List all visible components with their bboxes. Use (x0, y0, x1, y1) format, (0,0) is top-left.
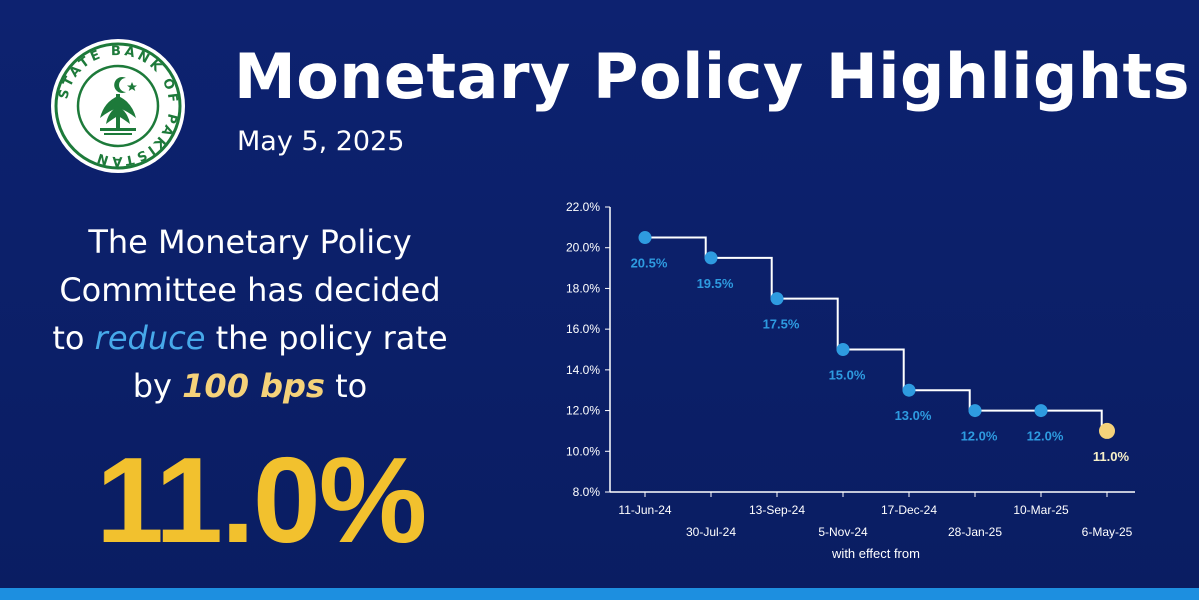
rate-step-line (645, 236, 1107, 432)
data-label: 19.5% (697, 276, 734, 291)
y-tick-label: 8.0% (573, 485, 601, 499)
sbp-logo: STATE BANK OF PAKISTAN (51, 39, 185, 173)
y-tick-label: 10.0% (566, 444, 600, 458)
reduce-word: reduce (94, 319, 206, 357)
x-tick-label: 6-May-25 (1082, 525, 1133, 539)
x-tick-label: 28-Jan-25 (948, 525, 1002, 539)
data-point (902, 383, 916, 397)
x-tick-label: 10-Mar-25 (1013, 503, 1069, 517)
data-labels: 20.5% 19.5% 17.5% 15.0% 13.0% 12.0% 12.0% 11.0% (631, 256, 1130, 464)
logo-emblem (100, 77, 137, 135)
y-tick-label: 14.0% (566, 363, 600, 377)
message-line-3: to reduce the policy rate (52, 319, 448, 357)
x-tick-label: 5-Nov-24 (818, 525, 868, 539)
logo-inner-ring (76, 64, 160, 148)
message-line-1: The Monetary Policy (88, 223, 412, 261)
y-tick-label: 12.0% (566, 404, 600, 418)
policy-rate-value: 11.0% (96, 432, 427, 568)
bottom-accent-bar (0, 588, 1199, 600)
x-tick-label: 30-Jul-24 (686, 525, 736, 539)
bps-value: 100 bps (182, 367, 325, 405)
message-line-2: Committee has decided (59, 271, 441, 309)
data-point (968, 404, 982, 418)
y-tick-label: 18.0% (566, 281, 600, 295)
x-tick-label: 17-Dec-24 (881, 503, 937, 517)
data-points (638, 231, 1115, 439)
policy-message: The Monetary Policy Committee has decide… (40, 218, 460, 410)
data-label: 20.5% (631, 256, 668, 271)
data-label: 15.0% (829, 368, 866, 383)
x-axis-label: with effect from (831, 546, 920, 561)
logo-outer-ring (54, 42, 182, 170)
x-tick-label: 11-Jun-24 (618, 503, 671, 517)
page-date: May 5, 2025 (237, 126, 405, 157)
message-line-4: by 100 bps to (132, 367, 368, 405)
y-tick-label: 22.0% (566, 200, 600, 214)
data-point (1034, 404, 1048, 418)
data-label: 11.0% (1093, 449, 1130, 464)
x-ticks: 11-Jun-24 30-Jul-24 13-Sep-24 5-Nov-24 17-De… (618, 492, 1133, 539)
data-label: 12.0% (1027, 429, 1064, 444)
y-tick-label: 20.0% (566, 241, 600, 255)
data-label: 12.0% (961, 429, 998, 444)
data-point (1099, 422, 1115, 439)
data-point (770, 292, 784, 306)
y-tick-label: 16.0% (566, 322, 600, 336)
data-label: 13.0% (895, 408, 932, 423)
x-tick-label: 13-Sep-24 (749, 503, 805, 517)
page-title: Monetary Policy Highlights (234, 40, 1191, 113)
data-point (836, 343, 850, 356)
y-ticks: 8.0% 10.0% 12.0% 14.0% 16.0% 18.0% 20.0% 22.0% (566, 200, 610, 499)
data-label: 17.5% (763, 317, 800, 332)
data-point (704, 251, 718, 265)
policy-rate-chart: 8.0%10.0%12.0%14.0%16.0%18.0%20.0%22.0% … (566, 200, 1135, 561)
data-point (638, 231, 652, 245)
